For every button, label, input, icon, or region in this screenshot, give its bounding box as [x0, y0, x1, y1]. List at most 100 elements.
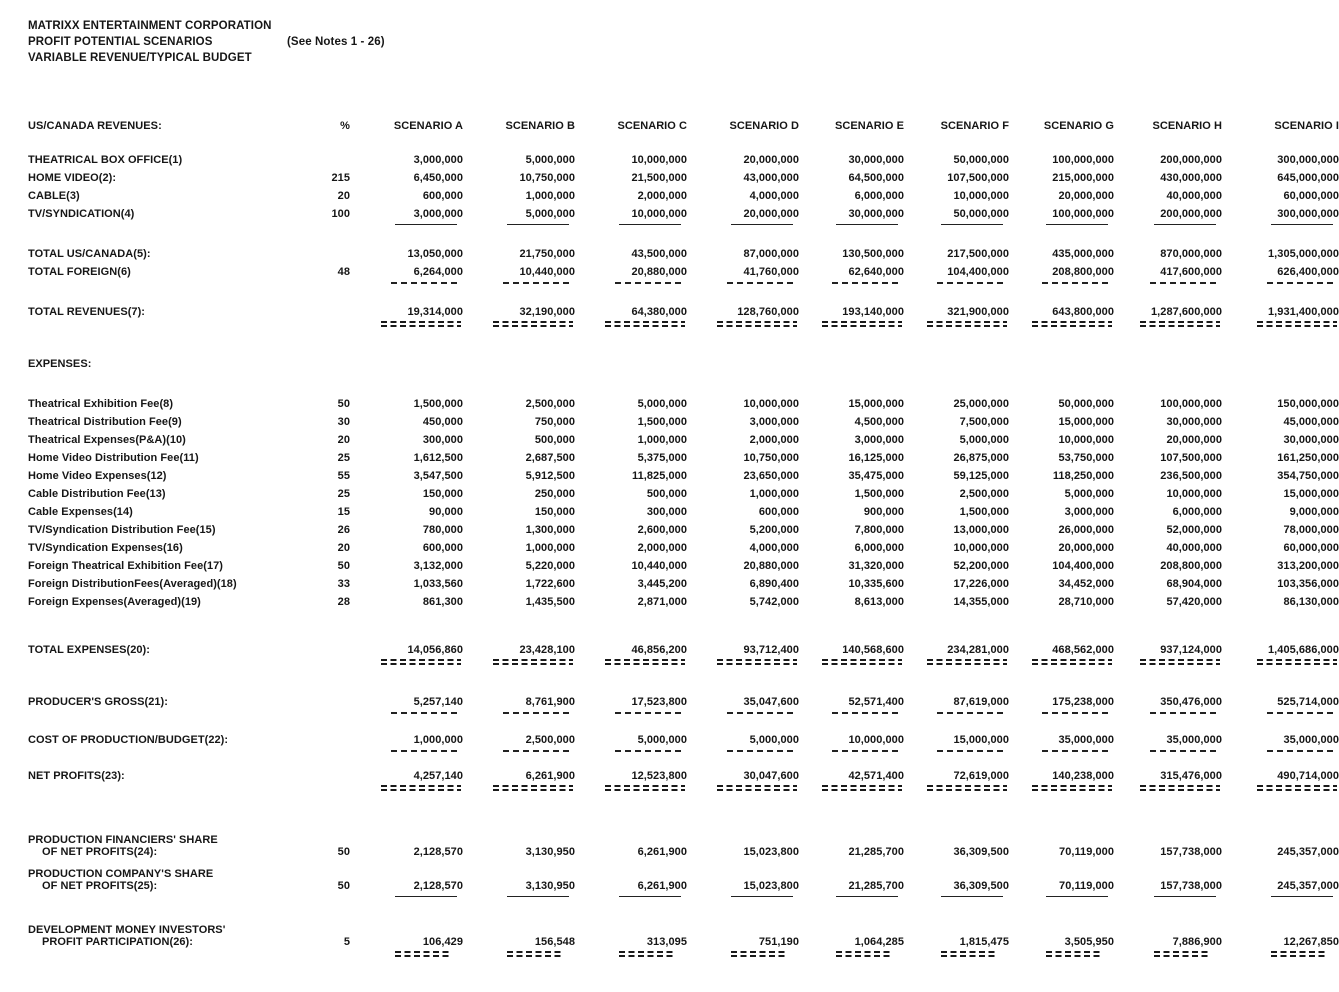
equals-rule [1257, 785, 1337, 791]
dashed-rule [1150, 712, 1216, 714]
separator-cell [463, 948, 575, 960]
solid-rule [1154, 224, 1216, 225]
separator-cell [288, 656, 350, 668]
value-cell: 1,000,000 [637, 434, 687, 446]
value-cell: 50,000,000 [1058, 398, 1114, 410]
value-cell: 1,500,000 [854, 488, 904, 500]
table-row: TV/Syndication Distribution Fee(15) 26 780… [28, 518, 1339, 536]
value-cell: 1,033,560 [413, 578, 463, 590]
table-row: Foreign Theatrical Exhibition Fee(17) 50 3… [28, 554, 1339, 572]
row-label: PRODUCER'S GROSS(21): [28, 696, 168, 708]
value-cell: 5,000,000 [1064, 488, 1114, 500]
value-cell: 52,200,000 [953, 560, 1009, 572]
value-cell: 6,000,000 [854, 190, 904, 202]
value-cell: 250,000 [534, 488, 575, 500]
separator-cell [904, 746, 1009, 758]
value-cell: 50,000,000 [953, 154, 1009, 166]
row-label: TV/Syndication Distribution Fee(15) [28, 524, 216, 536]
value-cell: 10,000,000 [743, 398, 799, 410]
value-cell: 6,264,000 [413, 266, 463, 278]
separator-cell [575, 746, 687, 758]
row-label: PRODUCTION FINANCIERS' SHARE OF NET PROFI… [28, 824, 288, 858]
separator-cell [575, 278, 687, 290]
value-cell: 26,000,000 [1058, 524, 1114, 536]
row-label-line1: PRODUCTION FINANCIERS' SHARE [28, 834, 218, 846]
value-cell: 4,000,000 [749, 190, 799, 202]
value-cell: 315,476,000 [1160, 770, 1222, 782]
dashed-rule [615, 282, 681, 284]
value-cell: 1,287,600,000 [1151, 306, 1222, 318]
value-cell: 30,000,000 [848, 154, 904, 166]
separator-cell [575, 318, 687, 330]
financial-scenario-table: US/CANADA REVENUES:% SCENARIO A SCENARIO B… [28, 114, 1339, 960]
equals-short-rule [1046, 951, 1102, 957]
row-label: Foreign DistributionFees(Averaged)(18) [28, 578, 237, 590]
value-cell: 42,571,400 [848, 770, 904, 782]
table-row: HOME VIDEO(2): 215 6,450,000 10,750,000 21,5… [28, 166, 1339, 184]
value-cell: 193,140,000 [842, 306, 904, 318]
separator-cell [799, 782, 904, 794]
value-cell: 354,750,000 [1277, 470, 1339, 482]
value-cell: 861,300 [422, 596, 463, 608]
value-cell: 2,687,500 [525, 452, 575, 464]
section-row: EXPENSES: [28, 352, 1339, 370]
row-label: TOTAL FOREIGN(6) [28, 266, 131, 278]
value-cell: 103,356,000 [1277, 578, 1339, 590]
dashed-rule [391, 282, 457, 284]
value-cell: 5,200,000 [749, 524, 799, 536]
separator-cell [1114, 892, 1222, 904]
equals-rule [822, 785, 902, 791]
value-cell: 7,500,000 [959, 416, 1009, 428]
separator-cell [463, 708, 575, 720]
value-cell: 14,355,000 [953, 596, 1009, 608]
row-label: HOME VIDEO(2): [28, 172, 117, 184]
value-cell: 5,742,000 [749, 596, 799, 608]
value-cell: 30,000,000 [848, 208, 904, 220]
row-label: CABLE(3) [28, 190, 80, 202]
value-cell: 78,000,000 [1283, 524, 1339, 536]
value-cell: 1,722,600 [525, 578, 575, 590]
value-cell: 104,400,000 [947, 266, 1009, 278]
equals-rule [1032, 785, 1112, 791]
value-cell: 3,000,000 [413, 208, 463, 220]
separator-row [28, 656, 1339, 668]
value-cell: 15,000,000 [1283, 488, 1339, 500]
separator-cell [575, 708, 687, 720]
value-cell: 14,056,860 [407, 644, 463, 656]
table-row: Theatrical Exhibition Fee(8) 50 1,500,000 2… [28, 392, 1339, 410]
separator-cell [687, 892, 799, 904]
value-cell: 32,190,000 [519, 306, 575, 318]
spacer-row [28, 608, 1339, 638]
value-cell: 87,000,000 [743, 248, 799, 260]
solid-rule [1271, 896, 1333, 897]
separator-cell [1114, 708, 1222, 720]
separator-cell [1222, 656, 1339, 668]
value-cell: 15,000,000 [1058, 416, 1114, 428]
value-cell: 900,000 [863, 506, 904, 518]
percent-cell: 15 [337, 506, 350, 518]
percent-cell: 50 [337, 560, 350, 572]
separator-cell [350, 782, 463, 794]
separator-row [28, 782, 1339, 794]
value-cell: 43,500,000 [631, 248, 687, 260]
separator-cell [463, 892, 575, 904]
dashed-rule [391, 712, 457, 714]
separator-cell [350, 708, 463, 720]
solid-rule [1271, 224, 1333, 225]
separator-cell [1222, 278, 1339, 290]
separator-cell [1114, 278, 1222, 290]
equals-rule [822, 659, 902, 665]
spacer [28, 66, 1339, 114]
value-cell: 157,738,000 [1160, 880, 1222, 892]
separator-cell [904, 782, 1009, 794]
dashed-rule [727, 282, 793, 284]
dashed-rule [727, 750, 793, 752]
separator-cell [350, 318, 463, 330]
value-cell: 43,000,000 [743, 172, 799, 184]
value-cell: 3,000,000 [1064, 506, 1114, 518]
separator-cell [799, 708, 904, 720]
value-cell: 600,000 [422, 190, 463, 202]
document-page: MATRIXX ENTERTAINMENT CORPORATION PROFIT… [28, 20, 1339, 960]
value-cell: 9,000,000 [1289, 506, 1339, 518]
row-label: Cable Distribution Fee(13) [28, 488, 166, 500]
